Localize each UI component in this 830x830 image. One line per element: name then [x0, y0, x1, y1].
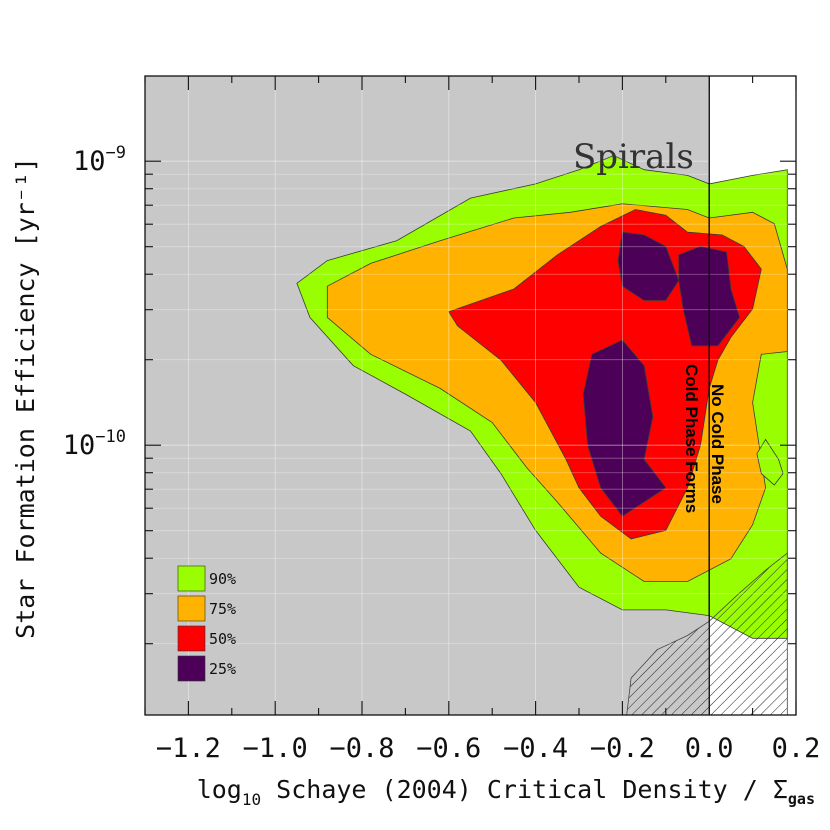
x-tick-label: −0.2: [590, 733, 655, 764]
x-tick-label: 0.0: [685, 733, 734, 764]
grid-lines: [145, 76, 796, 715]
x-tick-label: −0.4: [503, 733, 568, 764]
x-tick-label: 0.2: [772, 733, 821, 764]
legend-swatch: [177, 565, 206, 592]
no-cold-phase-label: No Cold Phase: [708, 384, 727, 504]
legend-label: 50%: [209, 630, 236, 648]
legend-swatch: [177, 595, 206, 622]
contour-layer: [296, 155, 788, 639]
contour-25-b: [617, 231, 680, 301]
legend-label: 90%: [209, 570, 236, 588]
x-tick-label: −0.8: [329, 733, 394, 764]
y-axis-label: Star Formation Efficiency [yr⁻¹]: [11, 157, 40, 639]
contour-75-gap: [756, 438, 784, 486]
y-tick-label: 10−9: [73, 143, 126, 177]
x-tick-label: −0.6: [416, 733, 481, 764]
axis-tick-labels: −1.2 −1.0 −0.8 −0.6 −0.4 −0.2 0.0 0.2 10−9 10−10: [63, 143, 821, 764]
plot-frame: [144, 75, 797, 716]
x-axis-label: log10 Schaye (2004) Critical Density / Σ…: [197, 775, 815, 809]
legend-swatch: [177, 655, 206, 682]
excluded-hatched-region: [626, 552, 788, 715]
y-tick-label: 10−10: [63, 427, 126, 461]
legend-label: 75%: [209, 600, 236, 618]
legend: 90% 75% 50% 25%: [177, 565, 236, 682]
x-tick-label: −1.2: [156, 733, 221, 764]
cold-phase-forms-label: Cold Phase Forms: [682, 364, 701, 513]
legend-swatch: [177, 625, 206, 652]
legend-label: 25%: [209, 660, 236, 678]
contour-25-a: [582, 339, 667, 517]
axis-ticks: [144, 76, 797, 715]
spirals-label: Spirals: [573, 137, 694, 177]
x-tick-label: −1.0: [243, 733, 308, 764]
